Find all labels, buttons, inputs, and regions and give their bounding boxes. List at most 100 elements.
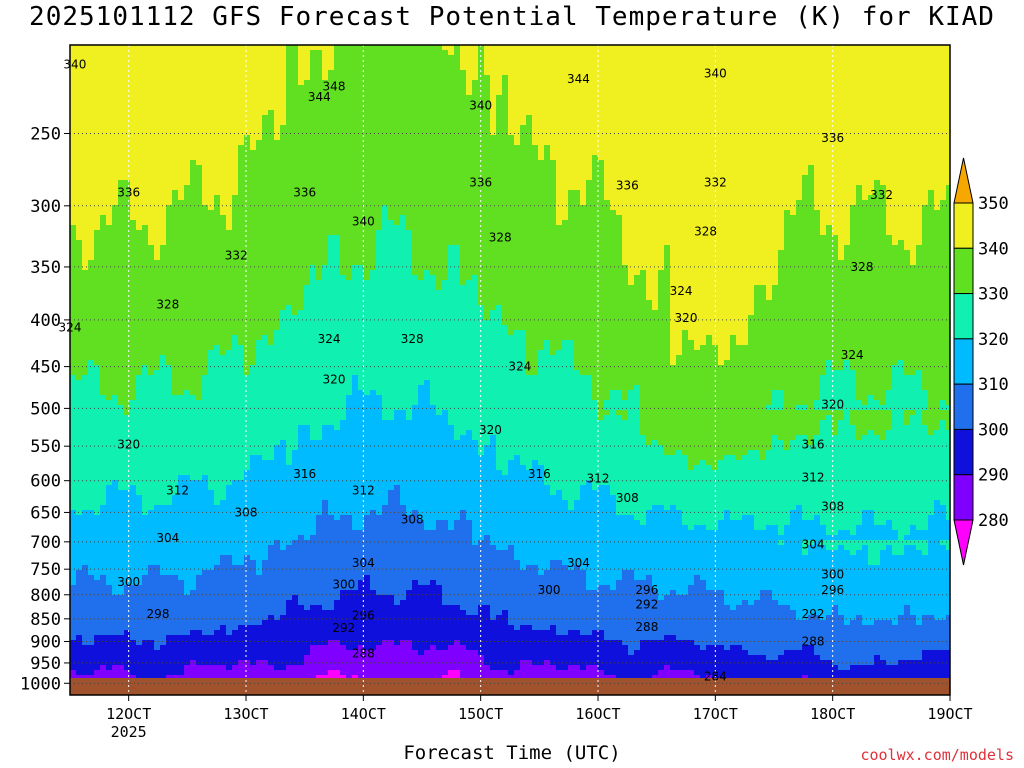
- field-cell: [88, 510, 95, 516]
- field-cell: [208, 70, 215, 76]
- field-cell: [178, 625, 185, 631]
- field-cell: [118, 210, 125, 216]
- field-cell: [172, 590, 179, 596]
- field-cell: [214, 400, 221, 406]
- field-cell: [112, 560, 119, 566]
- field-cell: [82, 555, 89, 561]
- field-cell: [226, 200, 233, 206]
- field-cell: [154, 215, 161, 221]
- field-cell: [130, 55, 137, 61]
- field-cell: [274, 340, 281, 346]
- field-cell: [166, 200, 173, 206]
- field-cell: [238, 250, 245, 256]
- field-cell: [226, 630, 233, 636]
- field-cell: [268, 620, 275, 626]
- field-cell: [76, 430, 83, 436]
- field-cell: [214, 135, 221, 141]
- field-cell: [256, 195, 263, 201]
- field-cell: [292, 320, 299, 326]
- field-cell: [142, 75, 149, 81]
- field-cell: [112, 190, 119, 196]
- field-cell: [226, 45, 233, 51]
- field-cell: [154, 210, 161, 216]
- field-cell: [166, 340, 173, 346]
- field-cell: [142, 165, 149, 171]
- field-cell: [166, 410, 173, 416]
- field-cell: [262, 595, 269, 601]
- field-cell: [250, 185, 257, 191]
- field-cell: [88, 105, 95, 111]
- field-cell: [256, 295, 263, 301]
- field-cell: [184, 245, 191, 251]
- field-cell: [154, 490, 161, 496]
- field-cell: [202, 610, 209, 616]
- field-cell: [250, 665, 257, 671]
- field-cell: [88, 60, 95, 66]
- field-cell: [136, 590, 143, 596]
- field-cell: [196, 65, 203, 71]
- field-cell: [256, 310, 263, 316]
- field-cell: [172, 475, 179, 481]
- field-cell: [112, 475, 119, 481]
- field-cell: [274, 375, 281, 381]
- field-cell: [184, 615, 191, 621]
- field-cell: [256, 300, 263, 306]
- field-cell: [100, 635, 107, 641]
- field-cell: [274, 595, 281, 601]
- field-cell: [196, 445, 203, 451]
- field-cell: [250, 175, 257, 181]
- field-cell: [130, 60, 137, 66]
- field-cell: [172, 565, 179, 571]
- field-cell: [118, 355, 125, 361]
- field-cell: [70, 430, 77, 436]
- field-cell: [220, 520, 227, 526]
- field-cell: [262, 555, 269, 561]
- field-cell: [274, 560, 281, 566]
- field-cell: [100, 70, 107, 76]
- field-cell: [214, 445, 221, 451]
- field-cell: [154, 620, 161, 626]
- field-cell: [112, 675, 119, 681]
- field-cell: [172, 245, 179, 251]
- field-cell: [130, 605, 137, 611]
- field-cell: [226, 485, 233, 491]
- field-cell: [94, 485, 101, 491]
- field-cell: [160, 140, 167, 146]
- field-cell: [160, 505, 167, 511]
- field-cell: [256, 65, 263, 71]
- field-cell: [76, 270, 83, 276]
- field-cell: [166, 230, 173, 236]
- field-cell: [220, 565, 227, 571]
- field-cell: [226, 665, 233, 671]
- field-cell: [106, 170, 113, 176]
- field-cell: [70, 295, 77, 301]
- field-cell: [82, 210, 89, 216]
- field-cell: [298, 285, 305, 291]
- field-cell: [106, 350, 113, 356]
- field-cell: [112, 545, 119, 551]
- field-cell: [256, 225, 263, 231]
- field-cell: [172, 70, 179, 76]
- field-cell: [154, 430, 161, 436]
- field-cell: [286, 545, 293, 551]
- field-cell: [70, 520, 77, 526]
- field-cell: [292, 340, 299, 346]
- field-cell: [184, 310, 191, 316]
- field-cell: [124, 550, 131, 556]
- field-cell: [292, 575, 299, 581]
- field-cell: [94, 110, 101, 116]
- field-cell: [178, 650, 185, 656]
- field-cell: [142, 420, 149, 426]
- field-cell: [178, 195, 185, 201]
- field-cell: [154, 590, 161, 596]
- field-cell: [136, 275, 143, 281]
- field-cell: [142, 485, 149, 491]
- field-cell: [136, 385, 143, 391]
- field-cell: [244, 475, 251, 481]
- field-cell: [214, 145, 221, 151]
- field-cell: [76, 460, 83, 466]
- field-cell: [178, 590, 185, 596]
- field-cell: [70, 395, 77, 401]
- field-cell: [148, 575, 155, 581]
- field-cell: [142, 540, 149, 546]
